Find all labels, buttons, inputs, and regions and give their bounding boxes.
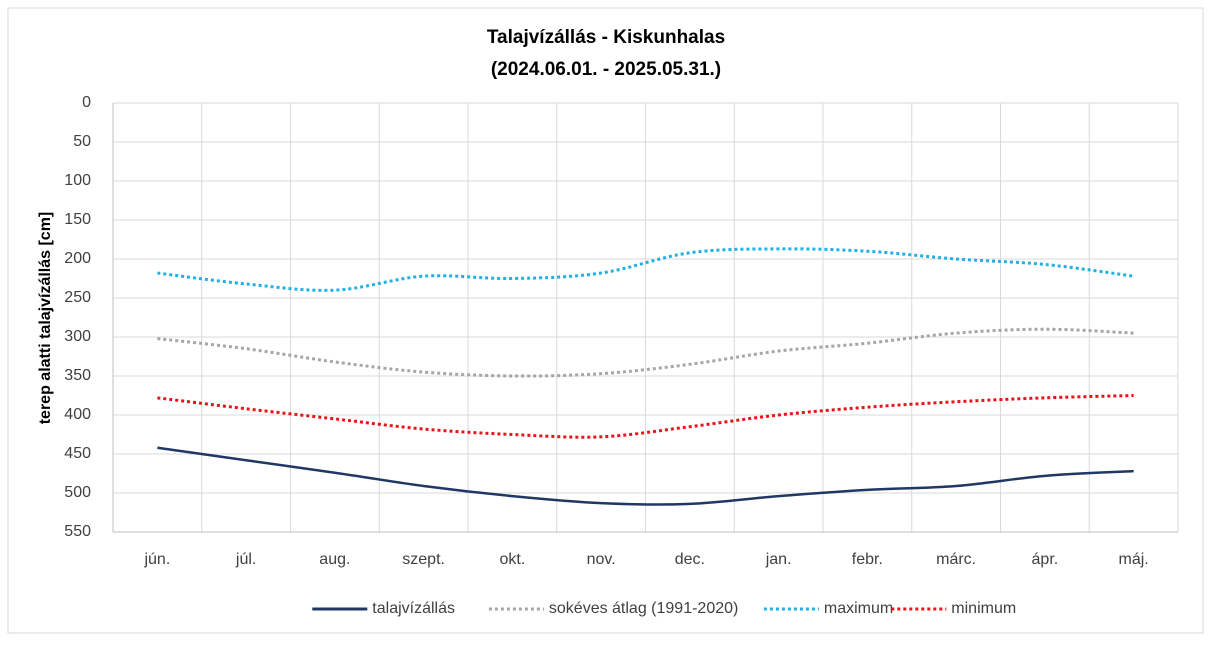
x-tick-label: jún. xyxy=(143,551,170,568)
x-tick-label: márc. xyxy=(936,551,976,568)
legend-label: sokéves átlag (1991-2020) xyxy=(549,600,738,617)
y-tick-label: 450 xyxy=(64,445,91,462)
series-line xyxy=(157,394,1134,439)
y-tick-label: 400 xyxy=(64,406,91,423)
y-tick-label: 550 xyxy=(64,523,91,540)
chart-title: (2024.06.01. - 2025.05.31.) xyxy=(491,59,721,80)
x-tick-label: okt. xyxy=(499,551,525,568)
y-tick-label: 350 xyxy=(64,367,91,384)
x-tick-label: ápr. xyxy=(1032,551,1059,568)
y-tick-label: 200 xyxy=(64,250,91,267)
x-tick-label: júl. xyxy=(235,551,256,568)
y-tick-label: 0 xyxy=(82,94,91,111)
y-axis-label: terep alatti talajvízállás [cm] xyxy=(37,212,54,425)
x-tick-label: nov. xyxy=(587,551,616,568)
x-tick-label: dec. xyxy=(675,551,705,568)
x-tick-label: szept. xyxy=(402,551,445,568)
y-tick-label: 100 xyxy=(64,172,91,189)
x-tick-label: aug. xyxy=(319,551,350,568)
series-line xyxy=(157,446,1134,506)
y-tick-label: 500 xyxy=(64,484,91,501)
legend-label: minimum xyxy=(951,600,1016,617)
legend-label: talajvízállás xyxy=(372,600,455,617)
legend-label: maximum xyxy=(824,600,893,617)
x-tick-label: máj. xyxy=(1119,551,1149,568)
y-tick-label: 250 xyxy=(64,289,91,306)
y-tick-label: 50 xyxy=(73,133,91,150)
series-line xyxy=(157,327,1134,378)
chart-border xyxy=(7,7,1204,634)
chart-title: Talajvízállás - Kiskunhalas xyxy=(487,27,725,48)
x-tick-label: febr. xyxy=(852,551,883,568)
y-tick-label: 150 xyxy=(64,211,91,228)
x-tick-label: jan. xyxy=(765,551,792,568)
y-tick-label: 300 xyxy=(64,328,91,345)
series-line xyxy=(157,247,1134,292)
